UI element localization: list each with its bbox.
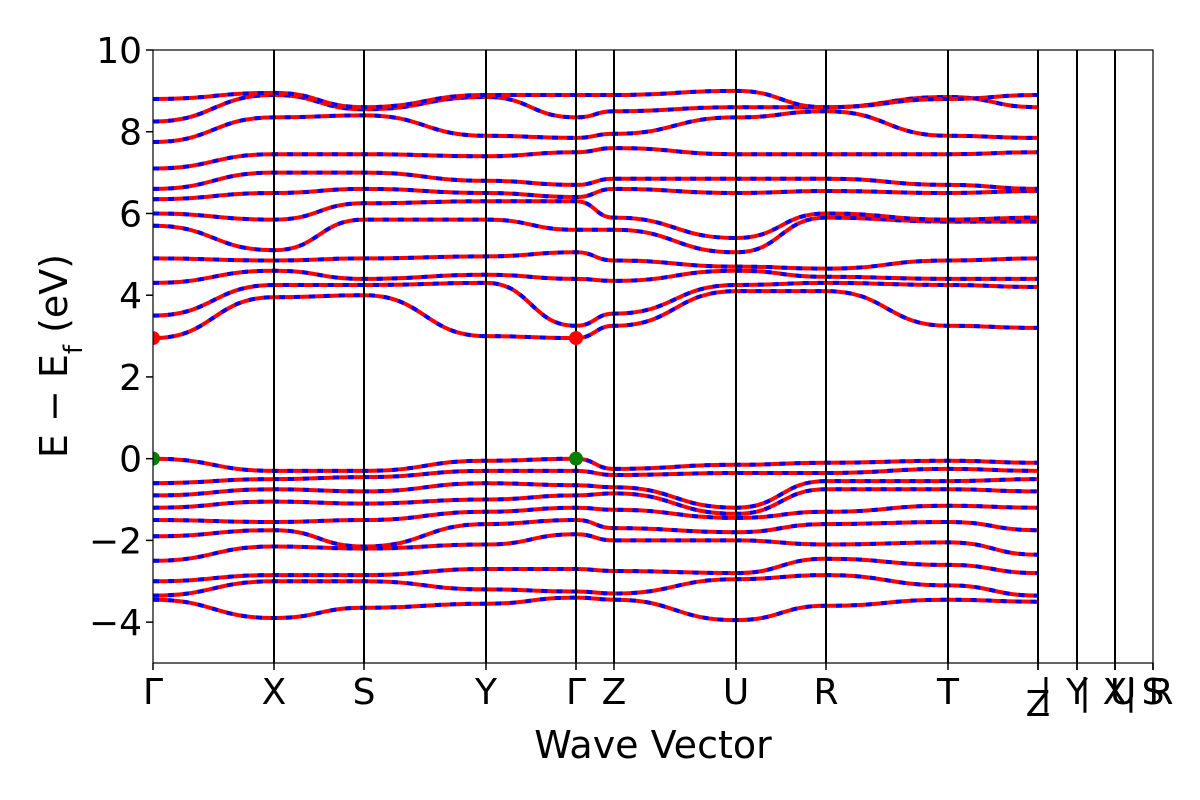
y-tick-label: 0 — [119, 440, 142, 481]
y-tick-label: 6 — [119, 194, 142, 235]
y-tick-label: −4 — [89, 603, 142, 644]
conduction-band-18-overlay — [153, 146, 1039, 171]
x-tick-label: X — [1103, 672, 1128, 713]
plot-frame — [152, 49, 1154, 664]
x-tick-label: | — [1040, 672, 1052, 713]
extremum-marker — [153, 451, 160, 466]
y-tick-label: 8 — [119, 113, 142, 154]
extrema-markers — [153, 331, 583, 466]
x-tick-label: T — [936, 672, 960, 713]
y-tick-label: −2 — [89, 521, 142, 562]
y-axis-label-unit: (eV) — [32, 254, 76, 333]
conduction-band-11-overlay — [153, 280, 1039, 328]
valence-band-1 — [153, 466, 1039, 486]
extremum-marker — [569, 331, 583, 346]
x-tick-label: Z — [602, 672, 627, 713]
valence-band-8 — [153, 573, 1039, 598]
valence-band-2 — [153, 477, 1039, 510]
conduction-band-10-overlay — [153, 289, 1039, 341]
conduction-band-17-overlay — [153, 170, 1039, 191]
x-tick-label: S — [353, 672, 376, 713]
x-tick-label: U — [723, 672, 749, 713]
valence-band-3-overlay — [153, 487, 1039, 516]
y-axis-label-subscript: f — [59, 344, 89, 354]
valence-band-7 — [153, 556, 1039, 584]
valence-band-6 — [153, 532, 1039, 563]
extremum-marker — [569, 451, 583, 466]
x-tick-label: Z — [1026, 684, 1051, 725]
valence-band-4-overlay — [153, 503, 1039, 525]
y-axis-ticks: −4 −2 0 2 4 6 8 10 — [89, 31, 153, 644]
x-tick-label: R — [813, 672, 838, 713]
x-tick-label: Y — [1065, 672, 1089, 713]
conduction-band-13-overlay — [153, 250, 1039, 271]
x-tick-label: Γ — [143, 672, 163, 713]
conduction-band-16-overlay — [153, 186, 1039, 202]
x-tick-label: X — [262, 672, 287, 713]
x-axis-ticks: Γ X S Y Γ Z U R T Z| Y| XU| SR — [143, 663, 1174, 725]
x-tick-label: | — [1079, 672, 1091, 713]
conduction-band-14-overlay — [153, 215, 1038, 255]
valence-band-5-overlay — [153, 517, 1039, 549]
x-tick-label: Y — [474, 672, 498, 713]
y-tick-label: 10 — [96, 31, 142, 72]
x-tick-label: U — [1110, 672, 1136, 713]
y-tick-label: 2 — [119, 358, 142, 399]
conduction-band-15 — [153, 199, 1039, 241]
valence-band-0-overlay — [153, 456, 1039, 473]
y-axis-label-main: E − E — [32, 354, 76, 458]
x-tick-label: | — [1125, 672, 1137, 713]
y-axis-label: E − Ef (eV) — [32, 254, 89, 458]
x-tick-label: Γ — [566, 672, 586, 713]
extremum-marker — [153, 331, 160, 346]
x-tick-label: R — [1148, 672, 1173, 713]
bands-layer — [153, 88, 1039, 623]
conduction-band-12-overlay — [153, 268, 1038, 285]
conduction-band-21-overlay — [153, 88, 1039, 110]
y-tick-label: 4 — [119, 276, 142, 317]
x-tick-label: S — [1142, 672, 1165, 713]
x-axis-label: Wave Vector — [534, 723, 772, 767]
conduction-band-19 — [153, 109, 1039, 144]
valence-band-9-overlay — [153, 595, 1039, 623]
high-symmetry-lines — [273, 50, 1116, 663]
